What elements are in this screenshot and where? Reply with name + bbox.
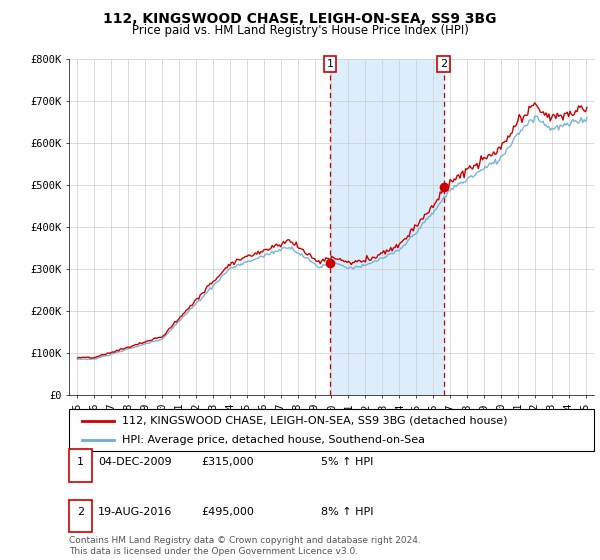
Text: 1: 1 xyxy=(326,59,334,69)
Text: 1: 1 xyxy=(77,457,84,467)
Text: 112, KINGSWOOD CHASE, LEIGH-ON-SEA, SS9 3BG (detached house): 112, KINGSWOOD CHASE, LEIGH-ON-SEA, SS9 … xyxy=(121,416,507,426)
Text: 2: 2 xyxy=(77,507,84,517)
Text: 112, KINGSWOOD CHASE, LEIGH-ON-SEA, SS9 3BG: 112, KINGSWOOD CHASE, LEIGH-ON-SEA, SS9 … xyxy=(103,12,497,26)
Text: 2: 2 xyxy=(440,59,448,69)
Text: 8% ↑ HPI: 8% ↑ HPI xyxy=(321,507,373,517)
Text: 04-DEC-2009: 04-DEC-2009 xyxy=(98,457,172,467)
Text: £495,000: £495,000 xyxy=(201,507,254,517)
Text: 19-AUG-2016: 19-AUG-2016 xyxy=(98,507,172,517)
Text: HPI: Average price, detached house, Southend-on-Sea: HPI: Average price, detached house, Sout… xyxy=(121,435,425,445)
Text: £315,000: £315,000 xyxy=(201,457,254,467)
Text: Price paid vs. HM Land Registry's House Price Index (HPI): Price paid vs. HM Land Registry's House … xyxy=(131,24,469,36)
Text: Contains HM Land Registry data © Crown copyright and database right 2024.
This d: Contains HM Land Registry data © Crown c… xyxy=(69,536,421,556)
Bar xyxy=(330,59,444,395)
Text: 5% ↑ HPI: 5% ↑ HPI xyxy=(321,457,373,467)
